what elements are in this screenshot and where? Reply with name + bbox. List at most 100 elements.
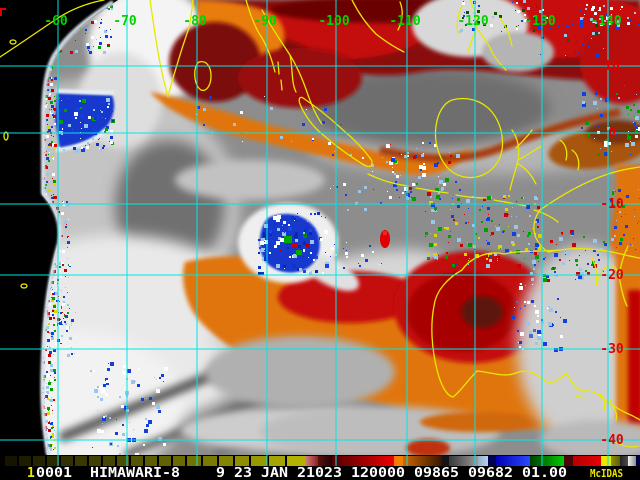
- speckle: [48, 429, 51, 432]
- speckle: [314, 228, 315, 229]
- speckle: [50, 422, 51, 423]
- coast-borneo: [434, 97, 504, 179]
- speckle: [297, 213, 298, 214]
- speckle: [587, 263, 589, 265]
- speckle: [350, 154, 352, 156]
- speckle: [603, 241, 605, 243]
- speckle: [455, 222, 458, 225]
- speckle: [81, 147, 83, 149]
- speckle: [51, 126, 53, 128]
- speckle: [51, 287, 52, 288]
- speckle: [537, 226, 539, 228]
- speckle: [625, 214, 626, 215]
- speckle: [517, 234, 520, 237]
- speckle: [46, 151, 47, 152]
- speckle: [364, 186, 367, 189]
- speckle: [62, 250, 65, 253]
- speckle: [330, 256, 331, 257]
- speckle: [449, 152, 450, 153]
- speckle: [48, 146, 50, 148]
- speckle: [291, 216, 294, 219]
- speckle: [486, 240, 487, 241]
- speckle: [89, 51, 92, 54]
- longitude-label: -90: [253, 14, 277, 29]
- colorbar-segment: [0, 456, 5, 466]
- speckle: [276, 264, 280, 268]
- speckle: [267, 251, 269, 253]
- speckle: [486, 22, 487, 23]
- speckle: [51, 435, 54, 438]
- speckle: [459, 189, 461, 191]
- speckle: [473, 20, 474, 21]
- speckle: [637, 24, 639, 26]
- speckle: [62, 264, 64, 266]
- speckle: [454, 257, 455, 258]
- speckle: [325, 264, 329, 268]
- speckle: [50, 369, 53, 372]
- colorbar-segment: [131, 456, 143, 466]
- speckle: [269, 252, 271, 254]
- speckle: [53, 159, 54, 160]
- speckle: [612, 204, 615, 207]
- speckle: [46, 181, 48, 183]
- speckle: [261, 272, 264, 275]
- speckle: [604, 20, 606, 22]
- speckle: [65, 226, 67, 228]
- speckle: [48, 160, 50, 162]
- speckle: [52, 297, 55, 300]
- speckle: [419, 165, 423, 169]
- speckle: [123, 365, 126, 368]
- speckle: [51, 299, 54, 302]
- speckle: [599, 9, 601, 11]
- speckle: [297, 268, 300, 271]
- speckle: [519, 346, 521, 348]
- speckle: [306, 109, 307, 110]
- speckle: [519, 286, 523, 290]
- speckle: [97, 396, 99, 398]
- speckle: [557, 298, 559, 300]
- speckle: [100, 41, 101, 42]
- speckle: [498, 245, 502, 249]
- speckle: [463, 15, 465, 17]
- speckle: [488, 214, 489, 215]
- speckle: [575, 51, 576, 52]
- speckle: [276, 241, 280, 245]
- speckle: [92, 447, 93, 448]
- speckle: [630, 244, 631, 245]
- speckle: [595, 32, 598, 35]
- speckle: [263, 232, 265, 234]
- speckle: [621, 216, 622, 217]
- speckle: [94, 117, 97, 120]
- speckle: [61, 100, 62, 101]
- speckle: [554, 271, 556, 273]
- speckle: [50, 388, 53, 391]
- speckle: [404, 155, 407, 158]
- speckle: [346, 242, 347, 243]
- speckle: [373, 175, 374, 176]
- speckle: [413, 156, 416, 159]
- speckle: [63, 149, 65, 151]
- speckle: [51, 89, 54, 92]
- speckle: [524, 258, 525, 259]
- speckle: [585, 121, 589, 125]
- speckle: [119, 396, 121, 398]
- speckle: [88, 50, 89, 51]
- speckle: [44, 189, 47, 192]
- speckle: [44, 409, 46, 411]
- longitude-label: -60: [44, 14, 68, 29]
- speckle: [311, 271, 312, 272]
- speckle: [524, 301, 526, 303]
- speckle: [486, 217, 487, 218]
- speckle: [127, 369, 131, 373]
- speckle: [54, 310, 57, 313]
- speckle: [438, 192, 440, 194]
- speckle: [101, 19, 102, 20]
- speckle: [512, 232, 516, 236]
- speckle: [514, 225, 518, 229]
- speckle: [345, 194, 347, 196]
- speckle: [500, 248, 501, 249]
- speckle: [429, 142, 431, 144]
- speckle: [264, 240, 268, 244]
- speckle: [627, 22, 630, 25]
- speckle: [102, 117, 103, 118]
